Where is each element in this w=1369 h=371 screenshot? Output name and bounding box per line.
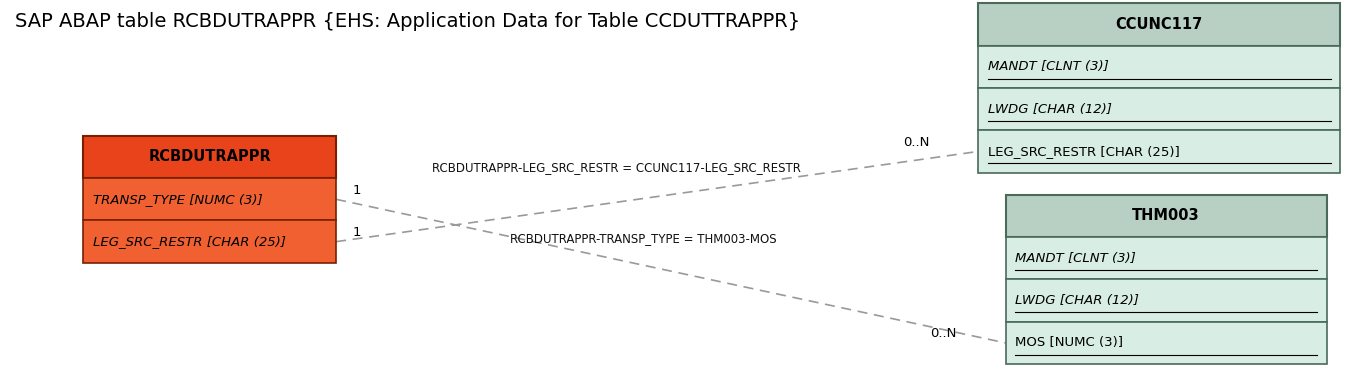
- Text: LWDG [CHAR (12)]: LWDG [CHAR (12)]: [1016, 294, 1139, 307]
- FancyBboxPatch shape: [1006, 279, 1327, 322]
- FancyBboxPatch shape: [84, 220, 337, 263]
- FancyBboxPatch shape: [84, 136, 337, 178]
- Text: TRANSP_TYPE [NUMC (3)]: TRANSP_TYPE [NUMC (3)]: [93, 193, 263, 206]
- Text: RCBDUTRAPPR: RCBDUTRAPPR: [148, 150, 271, 164]
- Text: 0..N: 0..N: [931, 327, 957, 340]
- Text: SAP ABAP table RCBDUTRAPPR {EHS: Application Data for Table CCDUTTRAPPR}: SAP ABAP table RCBDUTRAPPR {EHS: Applica…: [15, 13, 801, 32]
- Text: LEG_SRC_RESTR [CHAR (25)]: LEG_SRC_RESTR [CHAR (25)]: [988, 145, 1180, 158]
- Text: THM003: THM003: [1132, 209, 1199, 223]
- Text: 1: 1: [352, 226, 361, 239]
- Text: RCBDUTRAPPR-TRANSP_TYPE = THM003-MOS: RCBDUTRAPPR-TRANSP_TYPE = THM003-MOS: [511, 232, 776, 245]
- FancyBboxPatch shape: [84, 178, 337, 220]
- FancyBboxPatch shape: [1006, 237, 1327, 279]
- Text: MANDT [CLNT (3)]: MANDT [CLNT (3)]: [988, 60, 1109, 73]
- Text: MOS [NUMC (3)]: MOS [NUMC (3)]: [1016, 336, 1123, 349]
- Text: 0..N: 0..N: [904, 136, 930, 149]
- FancyBboxPatch shape: [979, 88, 1340, 130]
- Text: LWDG [CHAR (12)]: LWDG [CHAR (12)]: [988, 103, 1112, 116]
- Text: MANDT [CLNT (3)]: MANDT [CLNT (3)]: [1016, 252, 1136, 265]
- FancyBboxPatch shape: [979, 3, 1340, 46]
- Text: CCUNC117: CCUNC117: [1116, 17, 1203, 32]
- Text: RCBDUTRAPPR-LEG_SRC_RESTR = CCUNC117-LEG_SRC_RESTR: RCBDUTRAPPR-LEG_SRC_RESTR = CCUNC117-LEG…: [431, 161, 801, 174]
- FancyBboxPatch shape: [1006, 322, 1327, 364]
- Text: 1: 1: [352, 184, 361, 197]
- FancyBboxPatch shape: [979, 130, 1340, 173]
- Text: LEG_SRC_RESTR [CHAR (25)]: LEG_SRC_RESTR [CHAR (25)]: [93, 235, 286, 248]
- FancyBboxPatch shape: [979, 46, 1340, 88]
- FancyBboxPatch shape: [1006, 195, 1327, 237]
